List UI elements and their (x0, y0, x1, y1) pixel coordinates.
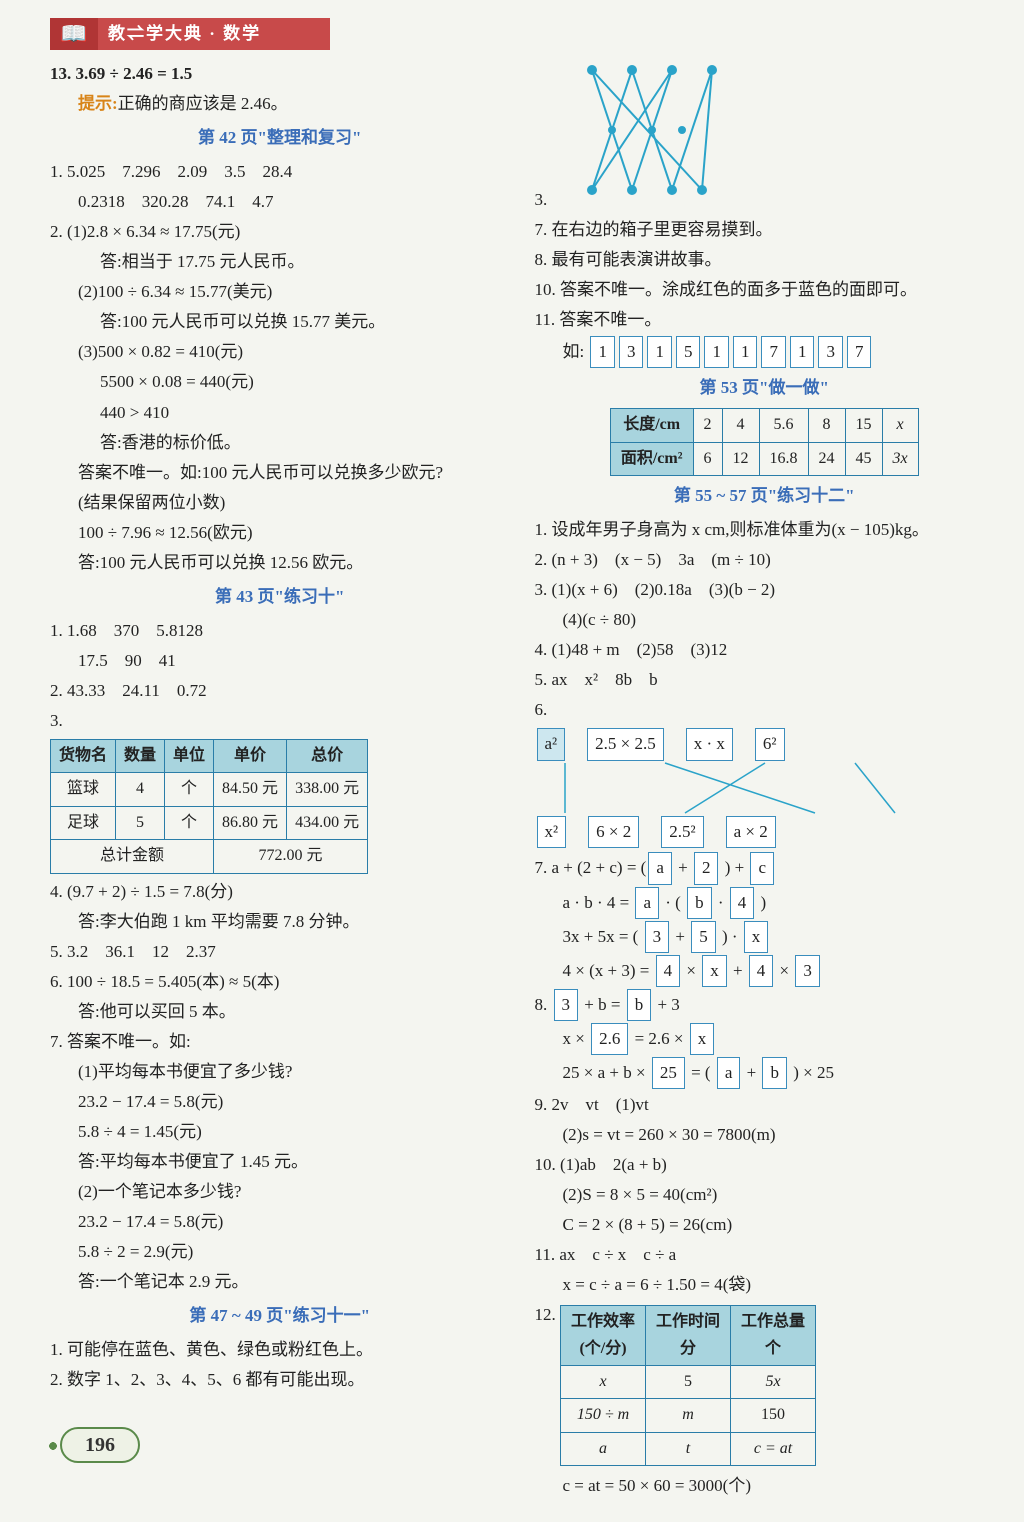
table-12: 工作效率 (个/分)工作时间 分工作总量 个 x55x 150 ÷ mm150 … (560, 1305, 816, 1466)
p43-7: 7. 答案不唯一。如: (50, 1028, 510, 1056)
table-53: 长度/cm245.6815x 面积/cm²61216.824453x (610, 408, 919, 476)
p43-5: 5. 3.2 36.1 12 2.37 (50, 938, 510, 966)
p42-2-1a: 答:相当于 17.75 元人民币。 (50, 248, 510, 276)
right-column: 3. 7. 在右边的箱子里更容易摸到。 8. 最有可能表演讲故事。 10. 答案… (535, 20, 995, 1502)
r-p8: 8. 最有可能表演讲故事。 (535, 246, 995, 274)
r-p3: 3. (535, 60, 995, 214)
r7a: 7. a + (2 + c) = (a + 2 ) + c (535, 852, 995, 884)
section-47: 第 47 ~ 49 页"练习十一" (50, 1302, 510, 1330)
p42-2-3a: 答:香港的标价低。 (50, 429, 510, 457)
book-icon: 📖 (50, 18, 98, 50)
r7c: 3x + 5x = ( 3 + 5 ) · x (535, 921, 995, 953)
p42-ext2: (结果保留两位小数) (50, 489, 510, 517)
p43-3: 3. 货物名数量单位单价总价 篮球4个84.50 元338.00 元 足球5个8… (50, 707, 510, 874)
p43-1: 1. 1.68 370 5.8128 (50, 617, 510, 645)
r-p11eg: 如: 1315117137 (535, 336, 995, 368)
p42-2-2: (2)100 ÷ 6.34 ≈ 15.77(美元) (50, 278, 510, 306)
r8b: x × 2.6 = 2.6 × x (535, 1023, 995, 1055)
r10b: (2)S = 8 × 5 = 40(cm²) (535, 1181, 995, 1209)
p42-2-3c: 440 > 410 (50, 399, 510, 427)
p43-6: 6. 100 ÷ 18.5 = 5.405(本) ≈ 5(本) (50, 968, 510, 996)
page-number: 196 (60, 1427, 140, 1463)
p42-2-3b: 5500 × 0.08 = 440(元) (50, 368, 510, 396)
p42-2-3: (3)500 × 0.82 = 410(元) (50, 338, 510, 366)
r1: 1. 设成年男子身高为 x cm,则标准体重为(x − 105)kg。 (535, 516, 995, 544)
p43-2: 2. 43.33 24.11 0.72 (50, 677, 510, 705)
r12: 12. 工作效率 (个/分)工作时间 分工作总量 个 x55x 150 ÷ mm… (535, 1301, 995, 1470)
p43-6a: 答:他可以买回 5 本。 (50, 998, 510, 1026)
p43-7-2c: 答:一个笔记本 2.9 元。 (50, 1268, 510, 1296)
r7b: a · b · 4 = a · ( b · 4 ) (535, 887, 995, 919)
r-p7: 7. 在右边的箱子里更容易摸到。 (535, 216, 995, 244)
section-43: 第 43 页"练习十" (50, 583, 510, 611)
p47-1: 1. 可能停在蓝色、黄色、绿色或粉红色上。 (50, 1336, 510, 1364)
section-42: 第 42 页"整理和复习" (50, 124, 510, 152)
r6: 6. a²2.5 × 2.5x · x6² x²6 × 22.5²a × 2 (535, 696, 995, 848)
r3b: (4)(c ÷ 80) (535, 606, 995, 634)
section-53: 第 53 页"做一做" (535, 374, 995, 402)
section-55: 第 55 ~ 57 页"练习十二" (535, 482, 995, 510)
r7d: 4 × (x + 3) = 4 × x + 4 × 3 (535, 955, 995, 987)
r10: 10. (1)ab 2(a + b) (535, 1151, 995, 1179)
p42-2-1: 2. (1)2.8 × 6.34 ≈ 17.75(元) (50, 218, 510, 246)
r2: 2. (n + 3) (x − 5) 3a (m ÷ 10) (535, 546, 995, 574)
q13: 13. 3.69 ÷ 2.46 = 1.5 (50, 60, 510, 88)
p43-4: 4. (9.7 + 2) ÷ 1.5 = 7.8(分) (50, 878, 510, 906)
p43-7-1a: 23.2 − 17.4 = 5.8(元) (50, 1088, 510, 1116)
p42-1: 1. 5.025 7.296 2.09 3.5 28.4 (50, 158, 510, 186)
p47-2: 2. 数字 1、2、3、4、5、6 都有可能出现。 (50, 1366, 510, 1394)
goods-table: 货物名数量单位单价总价 篮球4个84.50 元338.00 元 足球5个86.8… (50, 739, 368, 874)
r-p10: 10. 答案不唯一。涂成红色的面多于蓝色的面即可。 (535, 276, 995, 304)
p43-4a: 答:李大伯跑 1 km 平均需要 7.8 分钟。 (50, 908, 510, 936)
r8: 8. 3 + b = b + 3 (535, 989, 995, 1021)
r11b: x = c ÷ a = 6 ÷ 1.50 = 4(袋) (535, 1271, 995, 1299)
network-diagram (572, 60, 722, 200)
left-column: 13. 3.69 ÷ 2.46 = 1.5 提示:正确的商应该是 2.46。 第… (50, 20, 510, 1502)
r8c: 25 × a + b × 25 = ( a + b ) × 25 (535, 1057, 995, 1089)
r5: 5. ax x² 8b b (535, 666, 995, 694)
p42-ext3: 100 ÷ 7.96 ≈ 12.56(欧元) (50, 519, 510, 547)
cross-match-diagram: a²2.5 × 2.5x · x6² x²6 × 22.5²a × 2 (535, 728, 995, 848)
page-header-band: 📖 教⇌学大典 · 数学 (50, 18, 330, 50)
p43-7-2: (2)一个笔记本多少钱? (50, 1178, 510, 1206)
p43-7-1b: 5.8 ÷ 4 = 1.45(元) (50, 1118, 510, 1146)
p43-7-1c: 答:平均每本书便宜了 1.45 元。 (50, 1148, 510, 1176)
r4: 4. (1)48 + m (2)58 (3)12 (535, 636, 995, 664)
r9: 9. 2v vt (1)vt (535, 1091, 995, 1119)
p43-1b: 17.5 90 41 (50, 647, 510, 675)
r9b: (2)s = vt = 260 × 30 = 7800(m) (535, 1121, 995, 1149)
p43-7-1: (1)平均每本书便宜了多少钱? (50, 1058, 510, 1086)
p42-2-2a: 答:100 元人民币可以兑换 15.77 美元。 (50, 308, 510, 336)
r-p11: 11. 答案不唯一。 (535, 306, 995, 334)
p42-ext1: 答案不唯一。如:100 元人民币可以兑换多少欧元? (50, 459, 510, 487)
r10c: C = 2 × (8 + 5) = 26(cm) (535, 1211, 995, 1239)
header-title: 教⇌学大典 · 数学 (108, 20, 261, 48)
p42-1b: 0.2318 320.28 74.1 4.7 (50, 188, 510, 216)
p42-ext4: 答:100 元人民币可以兑换 12.56 欧元。 (50, 549, 510, 577)
p43-7-2a: 23.2 − 17.4 = 5.8(元) (50, 1208, 510, 1236)
r11: 11. ax c ÷ x c ÷ a (535, 1241, 995, 1269)
r3: 3. (1)(x + 6) (2)0.18a (3)(b − 2) (535, 576, 995, 604)
r12end: c = at = 50 × 60 = 3000(个) (535, 1472, 995, 1500)
p43-7-2b: 5.8 ÷ 2 = 2.9(元) (50, 1238, 510, 1266)
tip-line: 提示:正确的商应该是 2.46。 (50, 90, 510, 118)
